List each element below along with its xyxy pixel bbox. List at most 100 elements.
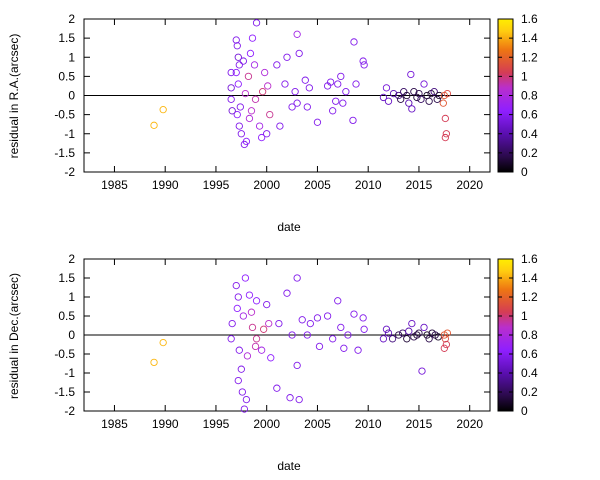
data-point — [260, 325, 268, 333]
colorbar-tick-label: 1.4 — [521, 271, 538, 285]
data-point — [233, 42, 241, 50]
data-point — [394, 331, 403, 339]
y-tick-label: 1 — [68, 290, 75, 304]
data-point — [323, 312, 332, 320]
data-point — [293, 30, 301, 38]
x-tick-label: 1990 — [152, 178, 179, 192]
data-point — [408, 105, 416, 113]
data-point — [350, 38, 358, 46]
data-point — [267, 354, 275, 362]
data-point — [389, 89, 398, 98]
dec-x-axis-label: date — [277, 459, 301, 473]
data-point — [388, 335, 397, 343]
data-point — [242, 395, 251, 404]
x-tick-label: 2000 — [253, 417, 280, 431]
data-point — [232, 36, 240, 44]
x-tick-label: 2015 — [406, 178, 433, 192]
data-point — [405, 327, 413, 335]
data-point — [293, 361, 301, 370]
data-point — [342, 88, 350, 96]
data-point — [340, 344, 348, 352]
data-point — [235, 61, 243, 69]
data-point — [433, 95, 441, 103]
x-tick-label: 2005 — [304, 417, 331, 431]
data-point — [248, 323, 257, 332]
colorbar-tick-label: 0.4 — [521, 366, 538, 380]
data-point — [265, 319, 273, 328]
y-tick-label: 1.5 — [58, 271, 75, 285]
y-tick-label: 2 — [68, 12, 75, 26]
data-point — [418, 367, 426, 375]
data-point — [283, 53, 291, 61]
data-point — [227, 68, 235, 77]
data-point — [329, 107, 337, 115]
data-point — [443, 89, 452, 98]
data-point — [303, 103, 311, 111]
data-point — [441, 114, 449, 123]
data-point — [251, 342, 260, 351]
data-point — [410, 88, 418, 96]
data-point — [248, 34, 257, 42]
data-point — [241, 274, 250, 282]
colorbar-tick-label: 1.2 — [521, 50, 538, 64]
y-tick-label: -0.5 — [54, 108, 75, 122]
data-point — [415, 329, 423, 337]
data-point — [407, 70, 415, 79]
y-tick-label: -1 — [64, 127, 75, 141]
ra-x-axis-label: date — [277, 220, 301, 234]
data-point — [384, 329, 393, 337]
data-point — [247, 107, 256, 115]
data-point — [159, 338, 167, 347]
data-point — [245, 114, 254, 123]
data-point — [257, 346, 266, 354]
data-point — [315, 342, 324, 351]
data-point — [266, 110, 274, 119]
data-point — [430, 88, 438, 96]
data-point — [442, 340, 451, 349]
data-point — [417, 95, 425, 103]
dec-residual-panel: residual in Dec.(arcsec) date -2 -1.5 -1 -0… — [7, 252, 538, 473]
data-point — [233, 304, 241, 313]
data-point — [242, 137, 251, 146]
y-tick-label: -1 — [64, 366, 75, 380]
data-point — [159, 106, 167, 114]
data-point — [337, 323, 345, 332]
x-tick-label: 1990 — [152, 417, 179, 431]
data-point — [244, 72, 253, 81]
data-point — [252, 19, 261, 27]
ra-residual-panel: residual in R.A.(arcsec) date -2 -1.5 -1 -0… — [7, 12, 538, 234]
y-tick-label: -2 — [64, 165, 75, 179]
data-point — [227, 95, 235, 103]
data-point — [337, 72, 345, 81]
x-tick-label: 2005 — [304, 178, 331, 192]
data-point — [234, 293, 242, 301]
x-tick-label: 1995 — [203, 417, 230, 431]
data-point — [252, 297, 261, 305]
data-point — [233, 110, 241, 119]
data-point — [423, 331, 431, 339]
data-point — [439, 99, 447, 107]
data-point — [283, 289, 291, 297]
data-point — [273, 384, 281, 392]
data-point — [291, 88, 299, 96]
data-point — [228, 107, 236, 115]
data-point — [408, 319, 416, 328]
data-point — [397, 95, 405, 103]
data-point — [303, 331, 311, 339]
x-tick-label: 2010 — [355, 417, 382, 431]
data-point — [239, 312, 248, 320]
y-tick-label: 2 — [68, 252, 75, 266]
y-tick-label: 0 — [68, 328, 75, 342]
data-point — [301, 76, 309, 84]
data-point — [352, 80, 360, 88]
data-point — [250, 61, 259, 69]
data-point — [258, 88, 267, 96]
data-point — [275, 319, 283, 328]
data-point — [293, 274, 301, 282]
data-point — [405, 99, 413, 107]
data-point — [235, 346, 243, 354]
data-point — [232, 281, 240, 290]
data-point — [228, 319, 236, 328]
data-point — [354, 346, 362, 354]
